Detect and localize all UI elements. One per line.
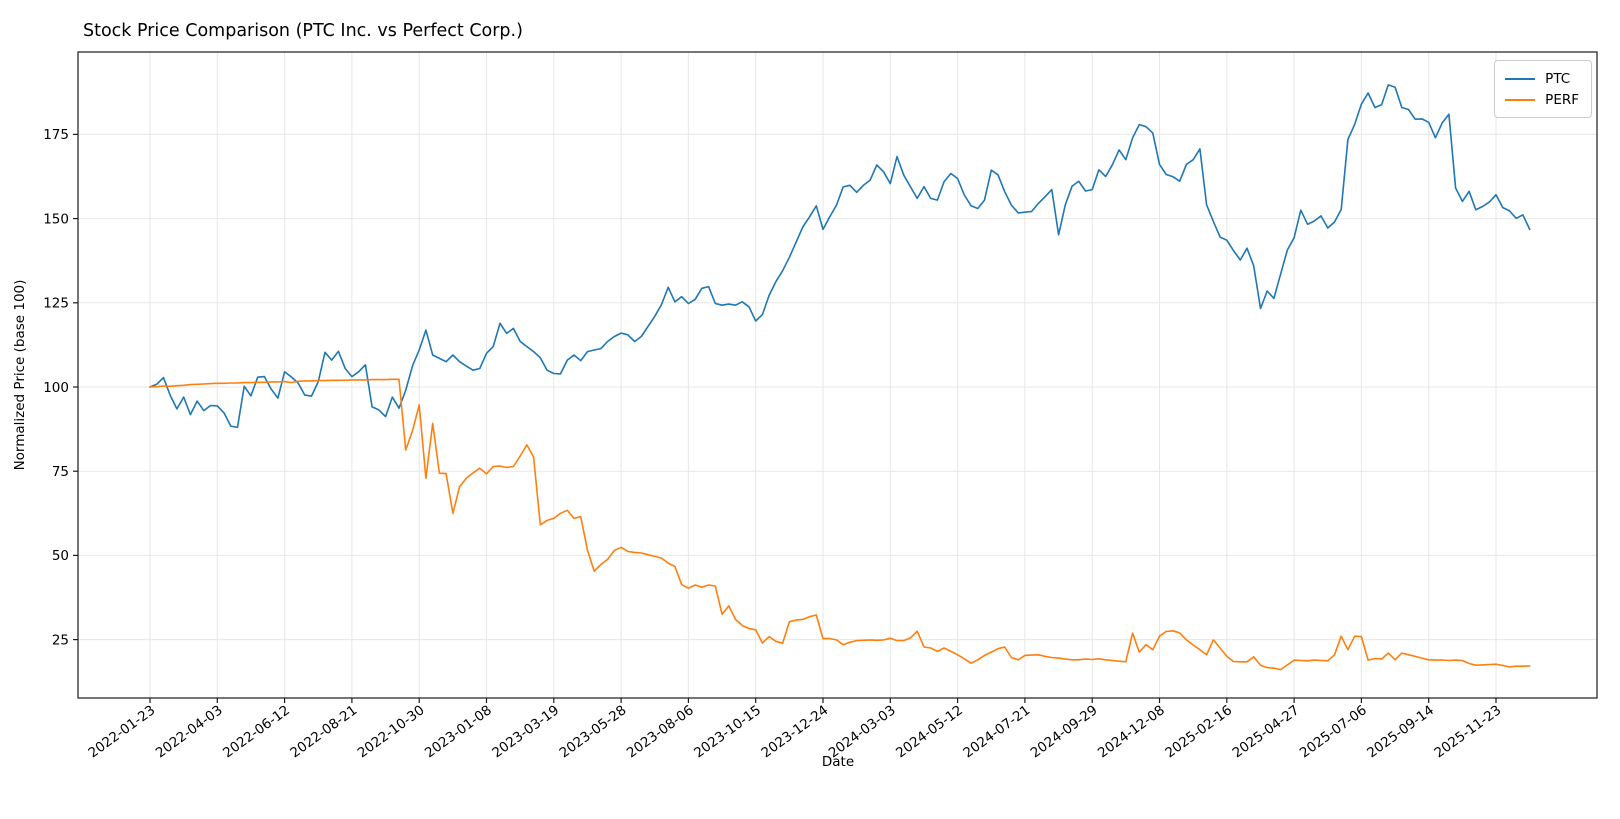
x-axis-label: Date	[821, 754, 855, 770]
grid-lines	[78, 52, 1597, 698]
x-tick-label: 2025-02-16	[1162, 702, 1235, 761]
x-tick-label: 2022-01-23	[85, 702, 158, 761]
x-tick-label: 2023-12-24	[758, 702, 831, 761]
x-tick-label: 2023-08-06	[624, 702, 697, 761]
legend-label-perf: PERF	[1545, 91, 1579, 108]
x-tick-label: 2024-12-08	[1095, 702, 1168, 761]
y-tick-label: 50	[52, 548, 69, 564]
y-tick-labels: 25 50 75 100 125 150 175	[43, 127, 69, 648]
x-tick-label: 2024-03-03	[826, 702, 899, 761]
ptc-line-swatch	[1505, 77, 1536, 80]
chart-title: Stock Price Comparison (PTC Inc. vs Perf…	[83, 21, 523, 41]
x-tick-label: 2024-07-21	[960, 702, 1033, 761]
perf-line-swatch	[1505, 98, 1536, 101]
y-tick-label: 100	[43, 380, 69, 396]
x-tick-label: 2022-10-30	[355, 702, 428, 761]
series-line-ptc	[149, 84, 1531, 429]
legend: PTC PERF	[1494, 60, 1592, 118]
x-tick-label: 2024-09-29	[1028, 702, 1101, 761]
y-tick-label: 175	[43, 127, 69, 143]
x-tick-label: 2025-07-06	[1297, 702, 1370, 761]
y-tick-label: 25	[52, 632, 69, 648]
plot-border	[77, 51, 1598, 699]
x-tick-label: 2022-04-03	[153, 702, 226, 761]
x-tick-label: 2023-10-15	[691, 702, 764, 761]
y-axis-label: Normalized Price (base 100)	[12, 279, 28, 471]
y-tick-label: 150	[43, 211, 69, 227]
x-tick-label: 2023-05-28	[557, 702, 630, 761]
x-tick-labels: 2022-01-232022-04-032022-06-122022-08-21…	[85, 702, 1504, 761]
series-line-perf	[149, 378, 1531, 671]
legend-item-perf: PERF	[1505, 89, 1579, 110]
x-tick-label: 2022-06-12	[220, 702, 293, 761]
x-tick-label: 2023-03-19	[489, 702, 562, 761]
x-tick-label: 2024-05-12	[893, 702, 966, 761]
axis-ticks	[73, 133, 1497, 703]
y-tick-label: 75	[52, 464, 69, 480]
x-tick-label: 2022-08-21	[287, 702, 360, 761]
legend-label-ptc: PTC	[1545, 70, 1571, 87]
x-tick-label: 2025-11-23	[1431, 702, 1504, 761]
x-tick-label: 2023-01-08	[422, 702, 495, 761]
x-tick-label: 2025-09-14	[1364, 702, 1437, 761]
legend-item-ptc: PTC	[1505, 68, 1579, 89]
y-tick-label: 125	[43, 296, 69, 312]
x-tick-label: 2025-04-27	[1230, 702, 1303, 761]
